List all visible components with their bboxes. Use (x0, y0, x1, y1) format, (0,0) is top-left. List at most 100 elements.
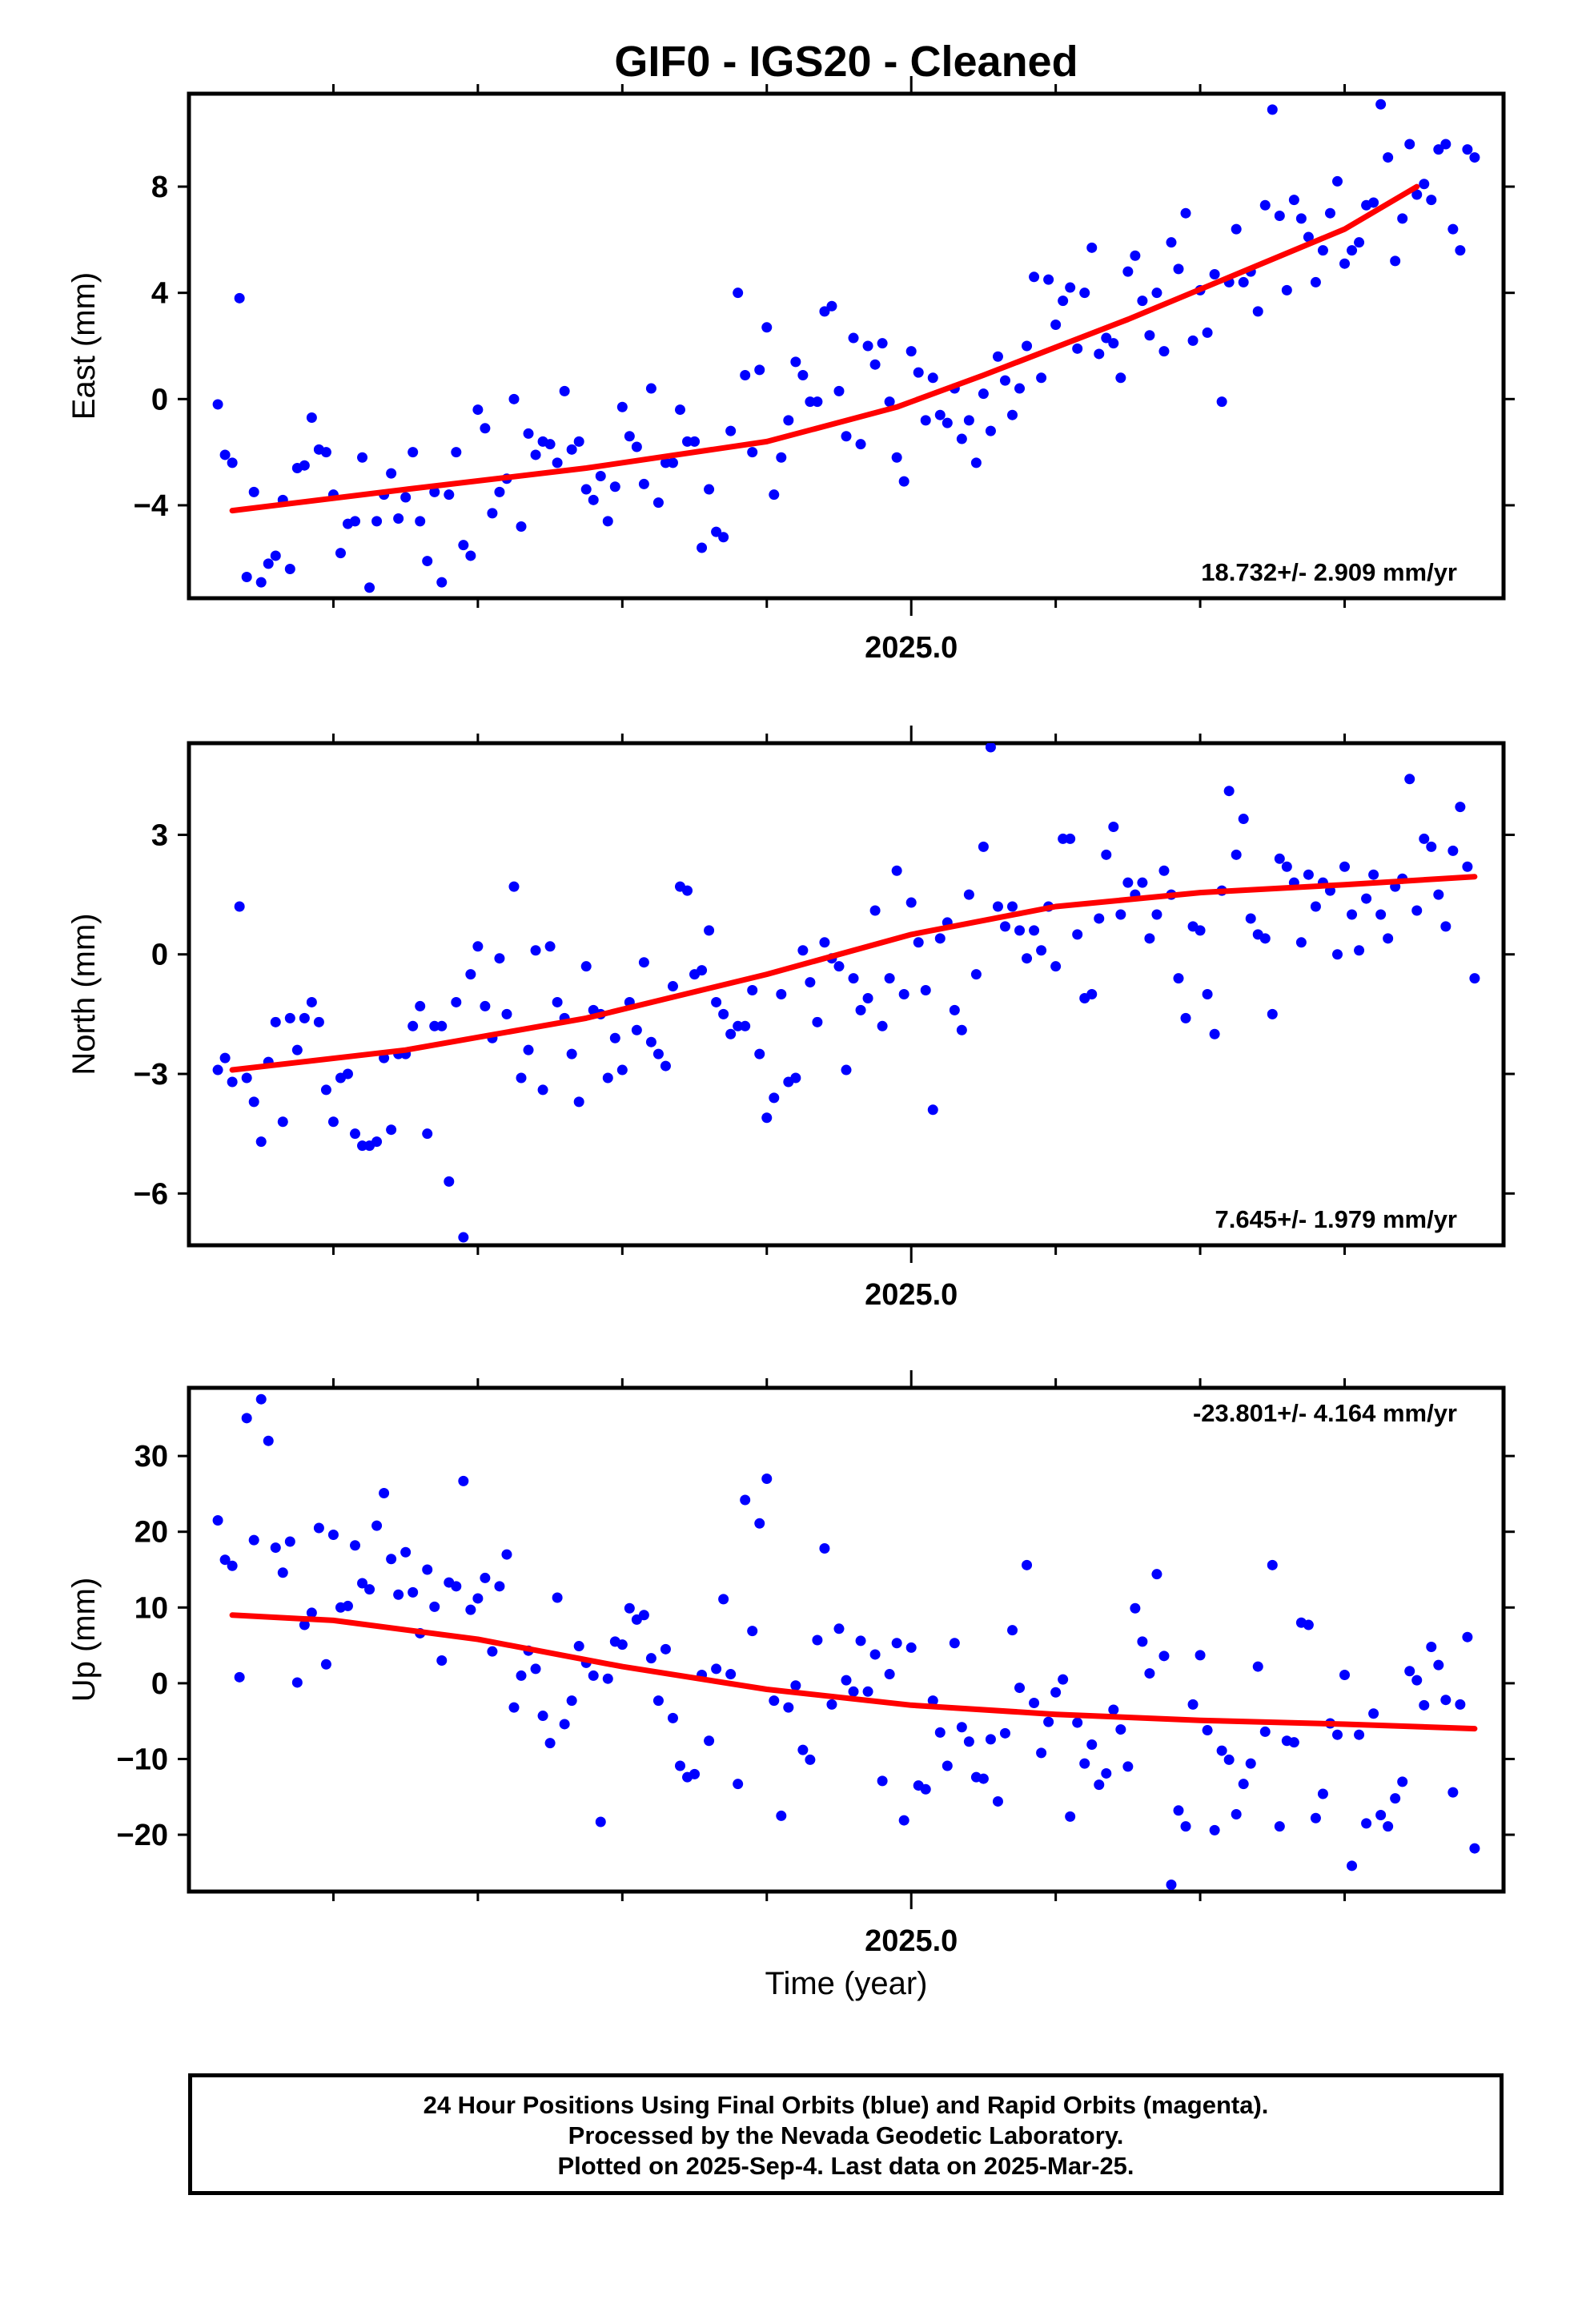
y-axis-label: North (mm) (66, 913, 102, 1075)
data-point (1079, 1758, 1090, 1769)
data-point (682, 436, 693, 447)
data-point (1411, 1675, 1423, 1686)
data-point (364, 582, 375, 593)
footer-line-2: Processed by the Nevada Geodetic Laborat… (568, 2121, 1124, 2149)
data-point (682, 885, 693, 896)
data-point (833, 385, 845, 396)
data-point (248, 1534, 259, 1546)
data-point (927, 1104, 938, 1116)
data-point (805, 977, 816, 988)
data-point (1058, 833, 1069, 844)
data-point (284, 1012, 295, 1023)
data-point (1462, 144, 1473, 155)
data-point (884, 973, 895, 984)
data-point (999, 921, 1010, 932)
data-point (1094, 348, 1105, 360)
data-point (1130, 250, 1141, 261)
data-point (595, 1816, 606, 1827)
y-tick-label: 4 (151, 277, 168, 311)
data-point (458, 1232, 469, 1243)
y-axis-label: East (mm) (66, 272, 102, 420)
data-point (769, 1695, 780, 1707)
y-tick-label: −4 (134, 489, 168, 523)
data-point (342, 1600, 353, 1611)
data-point (949, 1004, 960, 1015)
data-point (718, 1008, 729, 1019)
data-point (1267, 104, 1278, 115)
data-point (797, 1744, 809, 1755)
data-point (631, 1024, 642, 1035)
data-point (1368, 197, 1379, 208)
data-point (761, 322, 773, 333)
data-point (1022, 1559, 1033, 1570)
data-point (1086, 989, 1098, 999)
data-point (1440, 1695, 1452, 1706)
data-point (718, 532, 729, 543)
data-point (826, 1699, 837, 1710)
data-point (270, 1542, 281, 1554)
data-point (327, 1116, 339, 1128)
data-point (494, 486, 505, 497)
data-point (631, 441, 642, 452)
data-point (1354, 945, 1365, 956)
data-point (956, 1024, 967, 1035)
data-point (559, 1719, 570, 1730)
data-point (833, 1623, 845, 1634)
data-point (797, 945, 809, 956)
data-point (234, 292, 245, 304)
data-point (638, 478, 649, 489)
data-point (1462, 861, 1473, 872)
data-point (689, 436, 701, 447)
data-point (1202, 989, 1213, 999)
data-point (1267, 1008, 1278, 1019)
data-point (1347, 1860, 1358, 1872)
data-point (408, 1586, 419, 1598)
data-point (718, 1594, 729, 1605)
data-point (733, 1020, 744, 1031)
data-point (1144, 1668, 1155, 1679)
data-point (501, 1549, 512, 1560)
data-point (689, 1768, 701, 1779)
data-point (350, 1128, 361, 1140)
data-point (913, 367, 924, 378)
data-point (1029, 271, 1040, 283)
y-tick-label: 0 (151, 939, 168, 972)
data-point (1404, 774, 1415, 785)
data-point (652, 1048, 664, 1059)
data-point (1137, 877, 1148, 888)
data-point (1151, 909, 1162, 920)
data-point (1101, 332, 1112, 344)
data-point (508, 393, 520, 404)
data-point (313, 1016, 324, 1027)
data-point (1404, 139, 1415, 150)
data-point (1058, 296, 1069, 307)
data-point (1274, 211, 1285, 222)
data-point (747, 985, 758, 996)
data-point (350, 516, 361, 527)
x-tick-label: 2025.0 (865, 631, 958, 665)
data-point (711, 996, 722, 1007)
data-point (1455, 802, 1466, 813)
data-point (1447, 1787, 1459, 1798)
data-point (306, 412, 317, 424)
data-point (1014, 925, 1026, 936)
data-point (747, 447, 758, 458)
data-point (400, 492, 412, 503)
y-tick-label: 10 (135, 1591, 168, 1625)
data-point (1347, 245, 1358, 256)
data-point (913, 937, 924, 948)
data-point (552, 1592, 563, 1603)
data-point (1158, 1651, 1170, 1662)
data-point (472, 941, 484, 952)
data-point (869, 1649, 881, 1660)
data-point (1065, 1811, 1076, 1822)
data-point (1245, 1758, 1256, 1769)
data-point (1173, 973, 1184, 984)
data-point (458, 1475, 469, 1486)
data-point (1238, 1779, 1249, 1790)
data-point (573, 436, 584, 447)
data-point (371, 1136, 383, 1148)
data-point (992, 901, 1003, 912)
data-point (1267, 1559, 1278, 1570)
data-point (1180, 1012, 1191, 1023)
